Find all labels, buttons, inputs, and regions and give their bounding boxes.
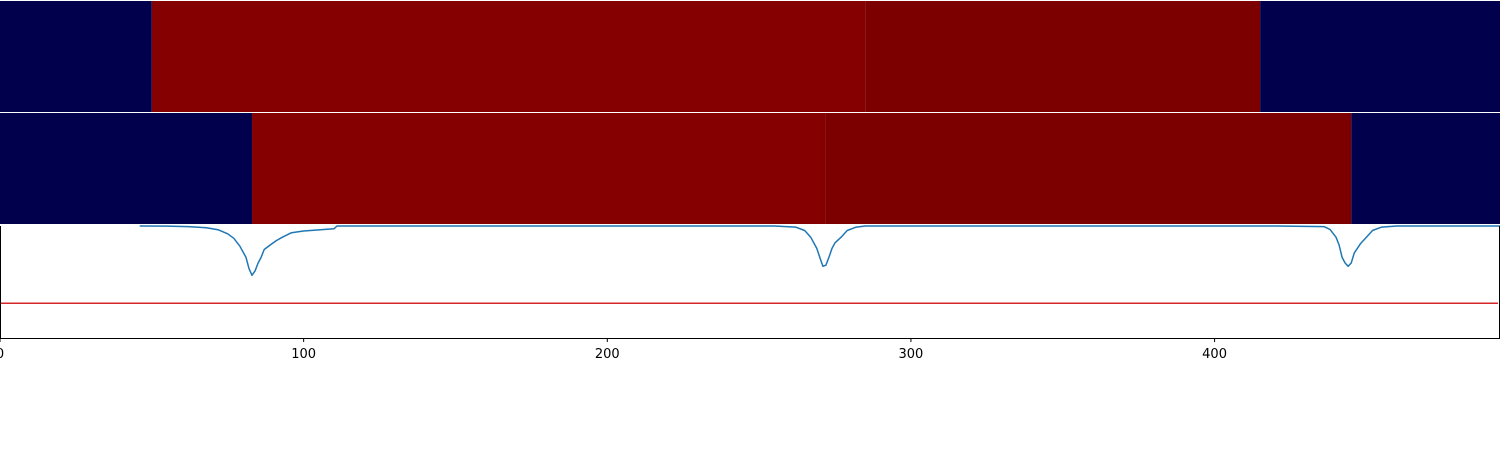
x-tick-label: 300 bbox=[899, 347, 924, 362]
x-tick-label: 0 bbox=[0, 347, 4, 362]
heatmap-segment bbox=[0, 1, 152, 112]
heatmap-row bbox=[0, 113, 1500, 224]
heatmap-rows bbox=[0, 0, 1500, 224]
x-tick-label: 200 bbox=[595, 347, 620, 362]
row-separator bbox=[0, 112, 1500, 113]
heatmap-segment bbox=[151, 1, 866, 112]
heatmap-segment bbox=[865, 1, 1261, 112]
line-plot-area bbox=[0, 225, 1500, 338]
x-tick-label: 100 bbox=[291, 347, 316, 362]
x-tick-label: 400 bbox=[1202, 347, 1227, 362]
heatmap-segment bbox=[252, 113, 826, 224]
heatmap-segment bbox=[0, 113, 253, 224]
heatmap-segment bbox=[825, 113, 1352, 224]
heatmap-segment bbox=[1260, 1, 1500, 112]
heatmap-segment bbox=[1351, 113, 1500, 224]
row-separator bbox=[0, 0, 1500, 1]
x-axis: 0 100 200 300 400 bbox=[0, 338, 1500, 362]
series-line bbox=[139, 225, 1500, 277]
heatmap-row bbox=[0, 1, 1500, 112]
